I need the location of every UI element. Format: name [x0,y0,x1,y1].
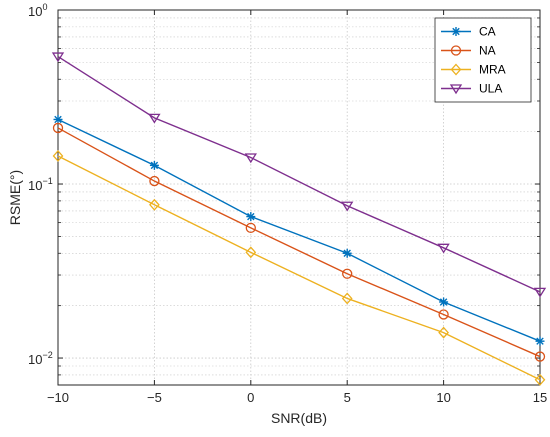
data-point [149,175,160,187]
asterisk-stroke [536,337,544,345]
legend-entry-mra: MRA [441,63,506,77]
legend-label: NA [479,44,496,58]
data-point [51,52,65,63]
asterisk-stroke [452,27,460,36]
asterisk-stroke [439,298,448,306]
data-point [244,153,257,164]
x-tick-label: −10 [47,390,69,405]
data-point [342,248,352,258]
y-tick-label: 100 [28,2,47,19]
data-point [149,160,159,170]
data-point [53,114,63,124]
series-line [57,118,541,342]
data-point [535,336,545,346]
legend-marker [449,84,463,95]
legend-label: CA [479,25,496,39]
data-point [149,198,160,211]
series-na [52,122,546,362]
data-point [245,246,257,259]
data-point [437,243,450,254]
data-point [533,287,547,298]
x-tick-label: −5 [147,390,162,405]
asterisk-stroke [343,249,351,258]
x-axis-label: SNR(dB) [271,410,327,426]
axes-layer: −10 −5 0 5 10 15 100 10−1 10−2 SNR(dB) RSME(°) [7,2,547,426]
legend-entry-na: NA [441,44,496,58]
data-point [341,292,353,305]
y-tick-label: 10−2 [28,350,53,367]
data-point [52,149,64,162]
data-point [534,373,546,386]
series-ula [51,52,547,298]
y-tick-label: 10−1 [28,176,53,193]
plot-frame [57,9,541,386]
series-line [57,55,541,293]
x-tick-label: 5 [344,390,351,405]
y-axis-label: RSME(°) [7,170,23,225]
legend-label: MRA [479,63,506,77]
asterisk-stroke [247,212,255,221]
data-point [342,268,353,279]
legend-marker [450,63,462,76]
data-point [245,222,256,233]
legend-marker [450,45,462,56]
legend-entry-ca: CA [441,25,496,39]
x-tick-label: 10 [436,390,450,405]
data-point [438,309,449,320]
series-line [57,127,541,358]
asterisk-stroke [150,161,159,170]
data-point [148,113,161,124]
asterisk-stroke [54,115,62,124]
data-point [439,297,449,307]
legend-entry-ula: ULA [441,82,502,96]
x-tick-label: 0 [247,390,254,405]
data-point [438,326,449,339]
legend: CA NA MRA ULA [434,17,532,103]
series-ca [53,114,545,346]
legend-marker [451,27,461,36]
legend-label: ULA [479,82,502,96]
x-tick-label: 15 [533,390,547,405]
series-layer [51,52,547,386]
data-point [52,122,64,134]
series-mra [52,149,546,386]
data-point [246,212,256,222]
series-line [57,155,541,381]
data-point [341,201,354,212]
data-point [534,351,546,362]
